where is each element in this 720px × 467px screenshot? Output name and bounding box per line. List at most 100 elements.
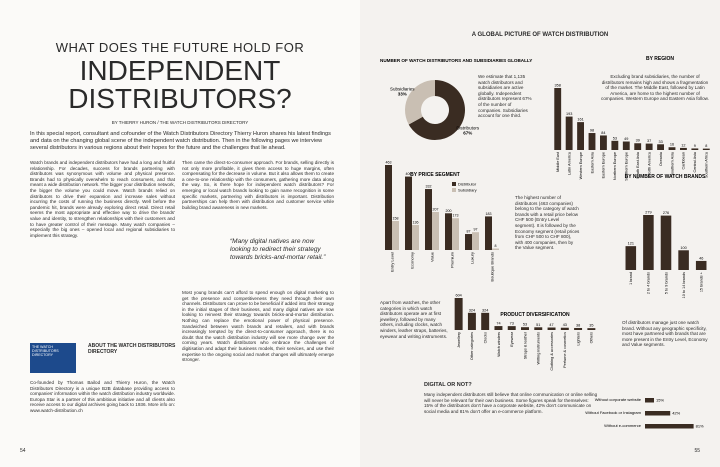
bar <box>695 260 707 270</box>
charts: NUMBER OF WATCH DISTRIBUTORS AND SUBSIDI… <box>380 56 710 429</box>
note: The highest number of distributors (463 … <box>515 195 580 251</box>
left-page: WHAT DOES THE FUTURE HOLD FOR INDEPENDEN… <box>20 40 334 454</box>
bar <box>485 216 492 250</box>
bar-value: 158 <box>393 216 399 220</box>
bar <box>645 424 694 429</box>
title-line: DISTRIBUTORS? <box>68 83 292 114</box>
bar-label: Without corporate website <box>595 397 642 402</box>
bar-label: 15 brands + <box>700 271 704 292</box>
bar <box>691 148 699 150</box>
bar-label: Perfume & cosmetics <box>563 332 567 368</box>
bar-label: Southern Africa <box>705 151 709 178</box>
bar <box>445 213 452 250</box>
body-text: Most young brands can't afford to spend … <box>182 290 334 363</box>
bar-label: Entry Level <box>389 252 394 272</box>
bar <box>507 326 516 330</box>
chart-title: NUMBER OF WATCH DISTRIBUTORS AND SUBSIDI… <box>380 58 532 63</box>
page-number: 55 <box>694 448 700 454</box>
bar-label: Clocks <box>483 332 487 343</box>
bar-value: 136 <box>413 221 419 225</box>
bar <box>645 143 653 150</box>
bar-label: Boutique Brands <box>489 252 494 282</box>
bar-value: 42% <box>672 411 680 416</box>
bar <box>494 326 503 330</box>
bar-label: Caribbean <box>682 152 686 170</box>
bar-value: 332 <box>426 185 432 189</box>
note: Of distributors manage just one watch br… <box>622 320 708 348</box>
bar-value: 87 <box>467 230 471 234</box>
bar-label: Latin America <box>567 151 571 175</box>
bar-label: Without e-commerce <box>604 423 642 428</box>
chart-title: PRODUCT DIVERSIFICATION <box>500 312 570 318</box>
bar-value: 276 <box>663 211 669 215</box>
title-line: WHAT DOES THE FUTURE HOLD FOR <box>55 40 305 55</box>
legend-swatch <box>452 182 456 186</box>
body-text: Watch brands and independent distributor… <box>30 160 175 238</box>
bar <box>611 140 619 150</box>
bar <box>622 141 630 150</box>
bar-value: 173 <box>453 214 459 218</box>
bar <box>465 234 472 250</box>
chart-title: BY PRICE SEGMENT <box>410 172 460 178</box>
bar <box>405 176 412 250</box>
pull-quote: “Many digital natives are now looking to… <box>230 238 326 261</box>
bar-label: Oceania <box>659 151 663 166</box>
bar <box>657 144 664 150</box>
bar-label: 2 to 4 brands <box>647 272 651 294</box>
bar <box>467 312 476 330</box>
bar <box>534 327 543 330</box>
intro: In this special report, consultant and c… <box>30 131 331 151</box>
body-text: Then came the direct-to-consumer approac… <box>182 160 334 210</box>
bar-value: 49 <box>624 137 628 141</box>
bar-label: Value <box>429 251 434 262</box>
bar-value: 37 <box>647 139 651 143</box>
bar <box>547 327 556 330</box>
bar-label: Northern Europe <box>613 152 617 180</box>
bar <box>565 116 573 150</box>
bar-value: 51 <box>536 323 540 327</box>
bar-label: Writing instruments <box>537 332 541 365</box>
header: A GLOBAL PICTURE OF WATCH DISTRIBUTION <box>471 32 609 38</box>
bar <box>600 135 607 150</box>
bar <box>660 215 672 270</box>
bar-value: 279 <box>645 211 651 215</box>
bar-value: 8 <box>705 144 707 148</box>
bar-value: 73 <box>510 322 514 326</box>
bar-label: 10 to 14 brands <box>682 272 686 298</box>
bar-label: Others <box>590 332 594 343</box>
bar-value: 12 <box>681 143 685 147</box>
bar-label: Eastern Europe <box>602 152 606 178</box>
bar <box>392 220 399 250</box>
bar <box>452 218 459 250</box>
bar-value: 15% <box>656 398 664 403</box>
chart-title: BY NUMBER OF WATCH BRANDS <box>625 174 706 180</box>
slice-value: 33% <box>398 92 407 97</box>
bar-value: 33 <box>658 140 662 144</box>
bar-value: 207 <box>433 207 439 211</box>
bar <box>472 232 479 250</box>
bar <box>560 327 569 330</box>
bar-label: North America <box>647 151 651 176</box>
chart-title: BY REGION <box>646 56 674 62</box>
bar <box>481 312 490 330</box>
bar-value: 183 <box>486 212 492 216</box>
bar-value: 97 <box>474 228 478 232</box>
bar <box>587 328 596 330</box>
bar-value: 100 <box>680 246 686 250</box>
bar-value: 84 <box>601 131 605 135</box>
bar-label: Watch winders <box>497 332 501 357</box>
bar-value: 604 <box>455 294 461 298</box>
note: Excluding brand subsidiaries, the number… <box>601 74 709 102</box>
about-title: ABOUT THE WATCH DISTRIBUTORS DIRECTORY <box>88 343 176 355</box>
bar-label: Central Asia <box>693 151 697 172</box>
note: We estimate that 1,135 watch distributor… <box>478 74 532 119</box>
bar-value: 74 <box>496 322 500 326</box>
bar-value: 53 <box>613 136 617 140</box>
note: Apart from watches, the other categories… <box>380 300 448 339</box>
bar <box>412 225 419 250</box>
legend-label: Subsidiary <box>458 188 477 193</box>
bar-value: 121 <box>628 242 634 246</box>
bar <box>645 411 671 416</box>
bar-value: 47 <box>549 323 553 327</box>
